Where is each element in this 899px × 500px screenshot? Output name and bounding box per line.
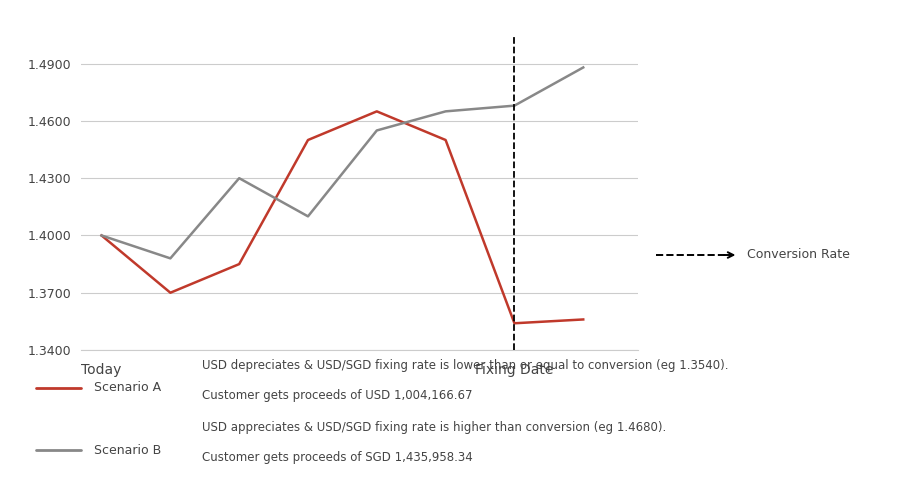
Text: USD appreciates & USD/SGD fixing rate is higher than conversion (eg 1.4680).: USD appreciates & USD/SGD fixing rate is…	[202, 421, 666, 434]
Text: USD depreciates & USD/SGD fixing rate is lower than or equal to conversion (eg 1: USD depreciates & USD/SGD fixing rate is…	[202, 358, 729, 372]
Text: Scenario B: Scenario B	[94, 444, 162, 456]
Text: Scenario A: Scenario A	[94, 381, 162, 394]
Text: Customer gets proceeds of USD 1,004,166.67: Customer gets proceeds of USD 1,004,166.…	[202, 388, 473, 402]
Text: Customer gets proceeds of SGD 1,435,958.34: Customer gets proceeds of SGD 1,435,958.…	[202, 451, 473, 464]
Text: Conversion Rate: Conversion Rate	[747, 248, 850, 262]
